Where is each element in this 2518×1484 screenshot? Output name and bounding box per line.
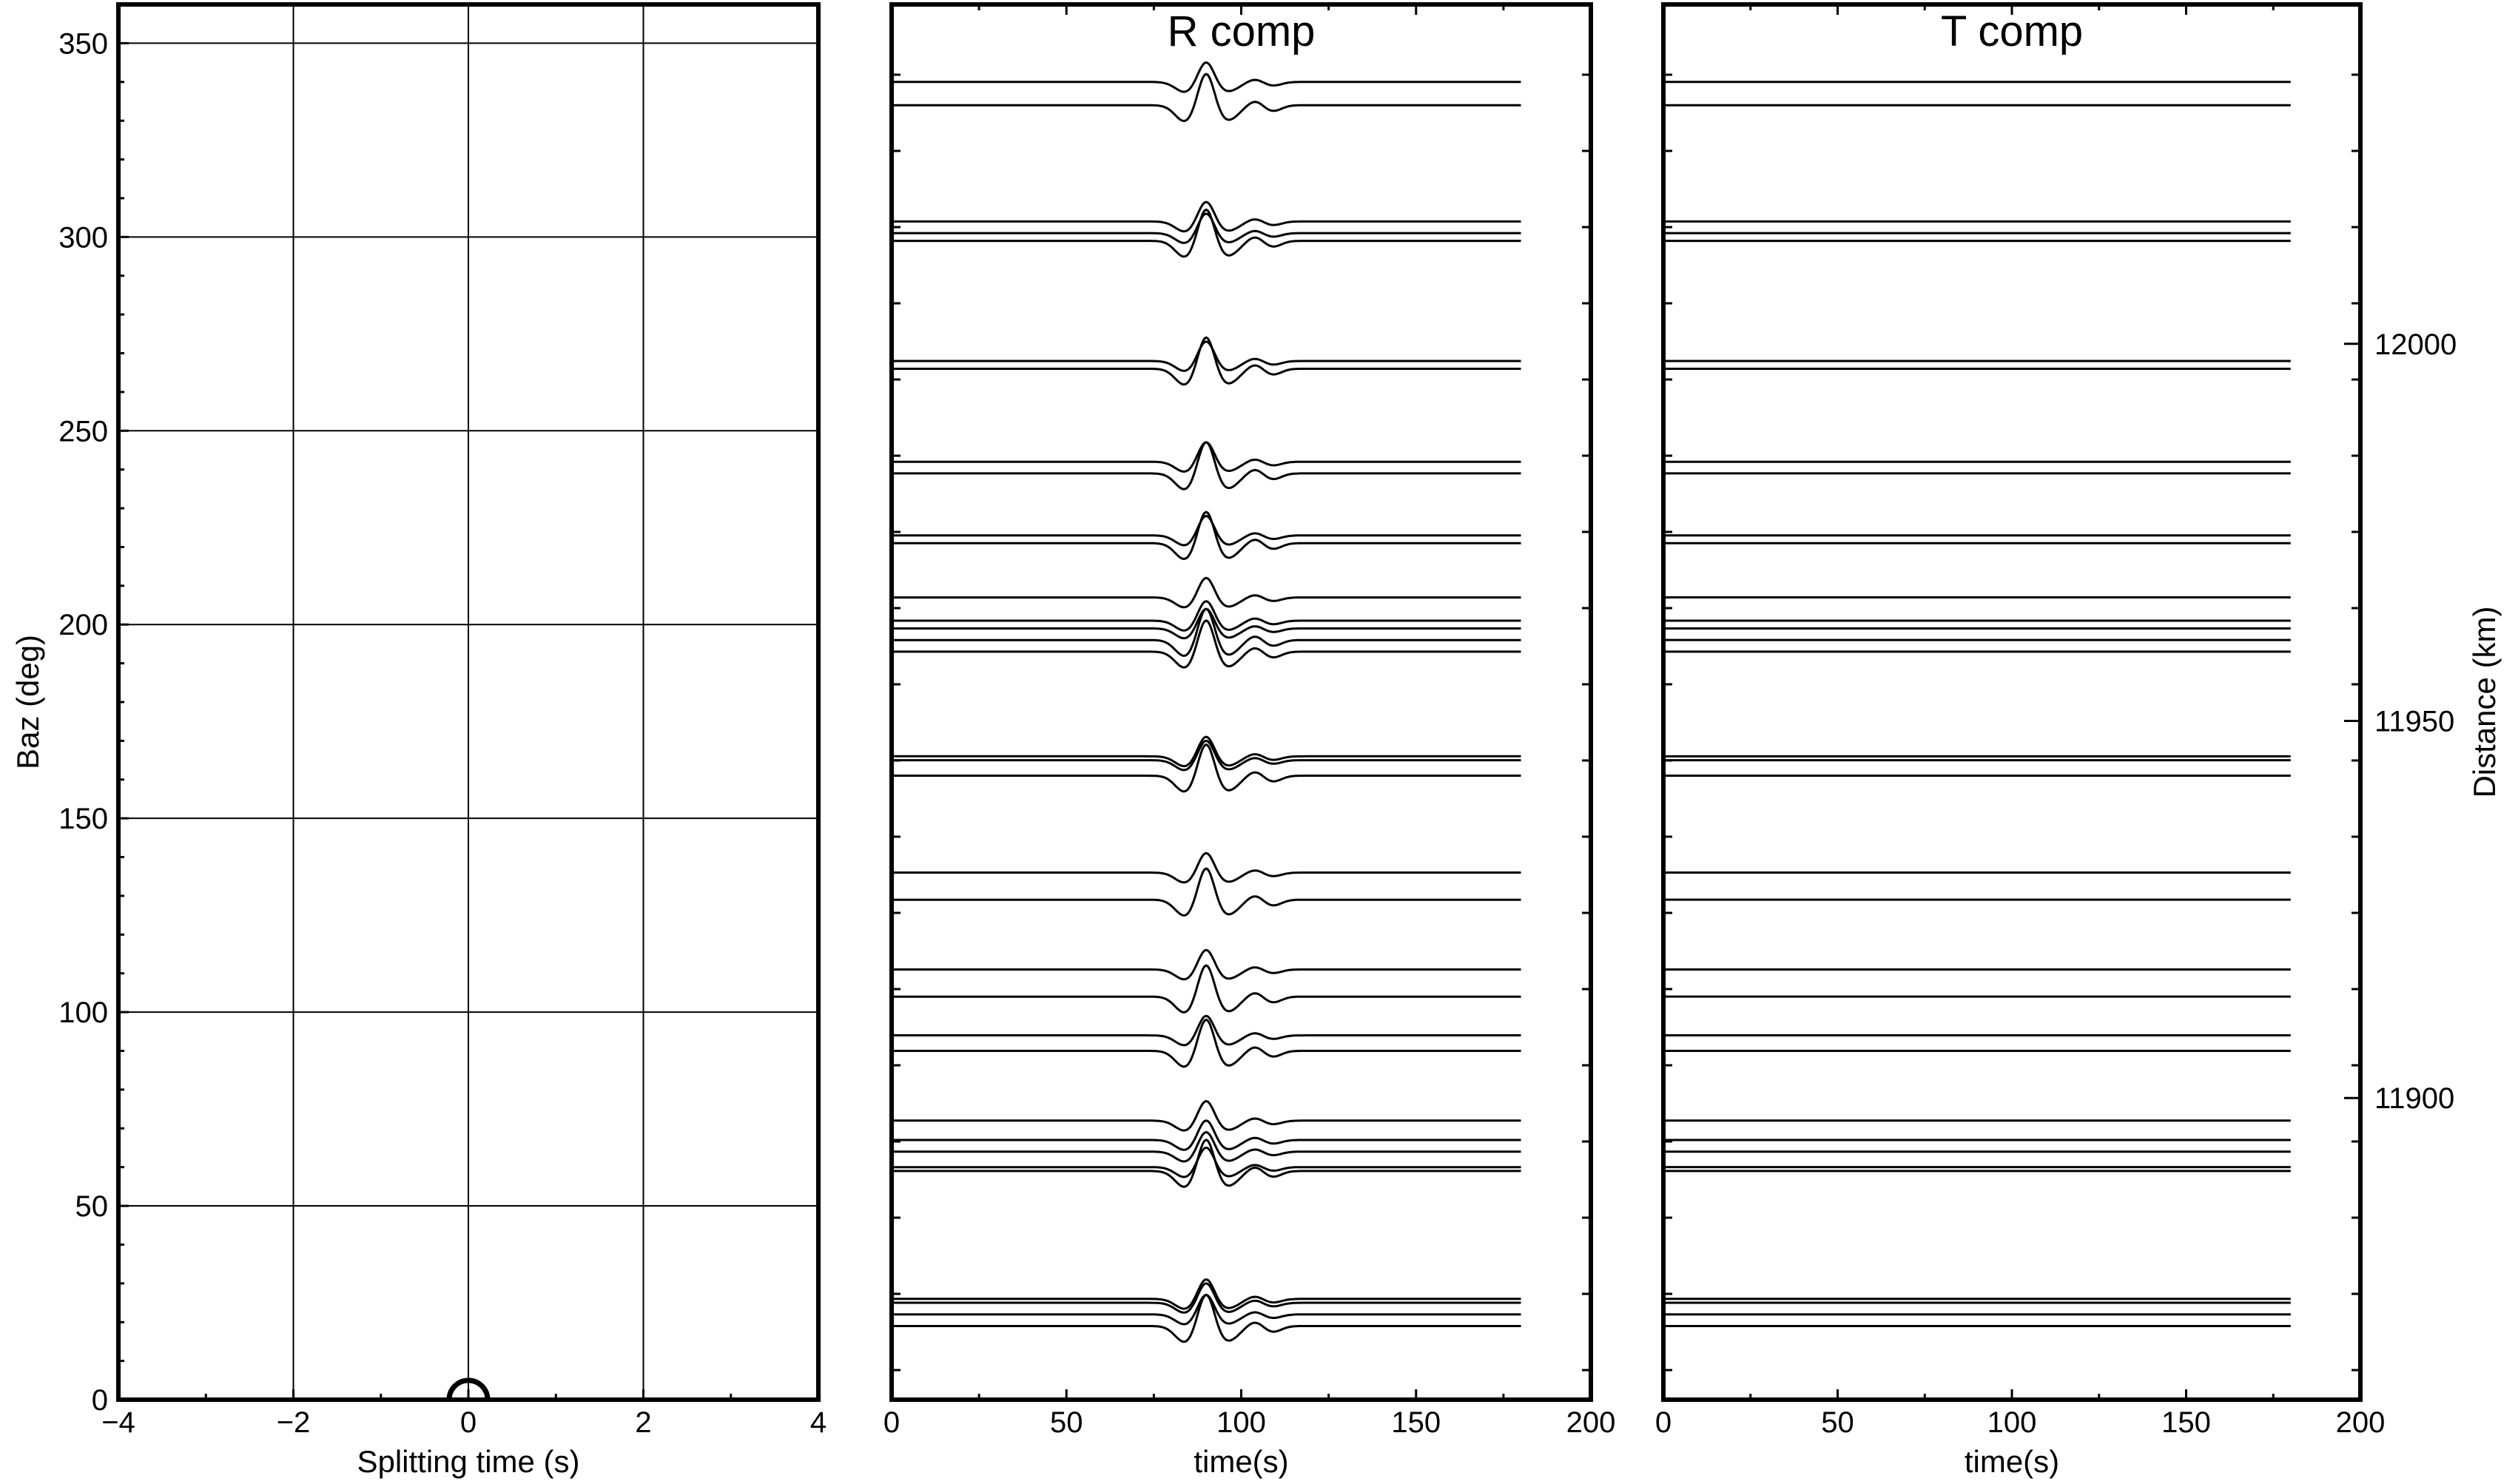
r-comp-trace xyxy=(892,1278,1521,1310)
r-comp-x-tick-label: 0 xyxy=(883,1406,900,1439)
r-comp-trace xyxy=(892,514,1521,547)
splitting-panel: −4 −2 0 2 4 0 50 100 150 200 250 300 350 Splitting t… xyxy=(10,2,827,1479)
splitting-marks xyxy=(446,1377,491,1400)
r-comp-trace xyxy=(892,510,1521,561)
r-comp-trace xyxy=(892,336,1521,386)
splitting-x-axis-label: Splitting time (s) xyxy=(357,1444,579,1479)
r-comp-panel: 0 50 100 150 200 R comp time(s) xyxy=(883,2,1616,1479)
t-comp-y-tick-label: 11900 xyxy=(2374,1082,2454,1115)
t-comp-y-tick-label: 11950 xyxy=(2374,705,2454,738)
splitting-x-tick-label: 2 xyxy=(635,1406,651,1439)
t-comp-frame xyxy=(1661,2,2363,1402)
splitting-grid xyxy=(118,4,819,1400)
splitting-x-tick-label: −4 xyxy=(101,1406,135,1439)
splitting-x-tick-label: −2 xyxy=(277,1406,311,1439)
t-comp-y-tick-label: 12000 xyxy=(2374,328,2457,361)
r-comp-trace xyxy=(892,607,1521,658)
splitting-y-tick-label: 200 xyxy=(58,609,108,641)
splitting-ticks: −4 −2 0 2 4 0 50 100 150 200 250 300 350 xyxy=(58,27,827,1439)
r-comp-x-tick-label: 150 xyxy=(1391,1406,1441,1439)
r-comp-trace xyxy=(892,576,1521,609)
r-comp-trace xyxy=(892,607,1521,640)
r-comp-trace xyxy=(892,1099,1521,1132)
splitting-y-tick-label: 250 xyxy=(58,415,108,448)
r-comp-x-tick-label: 50 xyxy=(1050,1406,1083,1439)
r-comp-trace xyxy=(892,739,1521,772)
r-comp-trace xyxy=(892,867,1521,917)
splitting-y-tick-label: 150 xyxy=(58,803,108,835)
r-comp-trace xyxy=(892,851,1521,884)
splitting-y-tick-label: 300 xyxy=(58,221,108,254)
r-comp-trace xyxy=(892,1119,1521,1151)
t-comp-ticks: 0 50 100 150 200 11900 11950 12000 xyxy=(1655,4,2457,1439)
splitting-point xyxy=(446,1377,491,1400)
splitting-y-axis-label: Baz (deg) xyxy=(10,635,45,769)
t-comp-x-tick-label: 150 xyxy=(2161,1406,2211,1439)
r-comp-trace xyxy=(892,340,1521,372)
splitting-frame xyxy=(116,2,821,1402)
splitting-x-tick-label: 0 xyxy=(460,1406,477,1439)
r-comp-x-tick-label: 200 xyxy=(1566,1406,1616,1439)
splitting-x-tick-label: 4 xyxy=(810,1406,827,1439)
r-comp-trace xyxy=(892,72,1521,123)
t-comp-x-tick-label: 0 xyxy=(1655,1406,1672,1439)
r-comp-trace xyxy=(892,600,1521,632)
r-comp-trace xyxy=(892,1282,1521,1314)
t-comp-y-axis-label: Distance (km) xyxy=(2467,606,2502,797)
r-comp-trace xyxy=(892,743,1521,793)
r-comp-title: R comp xyxy=(1168,7,1316,55)
splitting-y-tick-label: 0 xyxy=(92,1384,108,1417)
r-comp-trace xyxy=(892,1293,1521,1343)
r-comp-trace xyxy=(892,948,1521,981)
r-comp-trace xyxy=(892,735,1521,768)
t-comp-x-tick-label: 200 xyxy=(2336,1406,2386,1439)
r-comp-trace xyxy=(892,1139,1521,1188)
r-comp-trace xyxy=(892,212,1521,244)
splitting-y-tick-label: 100 xyxy=(58,996,108,1029)
r-comp-x-axis-label: time(s) xyxy=(1194,1444,1288,1479)
r-comp-trace xyxy=(892,619,1521,669)
r-comp-trace xyxy=(892,1014,1521,1047)
t-comp-x-axis-label: time(s) xyxy=(1965,1444,2059,1479)
t-comp-x-tick-label: 100 xyxy=(1987,1406,2037,1439)
r-comp-trace xyxy=(892,1146,1521,1178)
t-comp-traces xyxy=(1663,81,2291,1327)
t-comp-x-tick-label: 50 xyxy=(1821,1406,1854,1439)
r-comp-trace xyxy=(892,964,1521,1013)
r-comp-trace xyxy=(892,441,1521,473)
t-comp-title: T comp xyxy=(1941,7,2083,55)
splitting-y-tick-label: 50 xyxy=(75,1190,109,1223)
r-comp-traces xyxy=(892,61,1521,1343)
t-comp-panel: 0 50 100 150 200 11900 11950 12000 T comp time(… xyxy=(1655,2,2502,1479)
r-comp-trace xyxy=(892,1130,1521,1163)
r-comp-frame xyxy=(889,2,1593,1402)
splitting-y-tick-label: 350 xyxy=(58,27,108,60)
r-comp-trace xyxy=(892,200,1521,233)
r-comp-trace xyxy=(892,208,1521,258)
r-comp-trace xyxy=(892,1018,1521,1068)
r-comp-x-tick-label: 100 xyxy=(1216,1406,1266,1439)
r-comp-trace xyxy=(892,61,1521,93)
r-comp-trace xyxy=(892,441,1521,490)
